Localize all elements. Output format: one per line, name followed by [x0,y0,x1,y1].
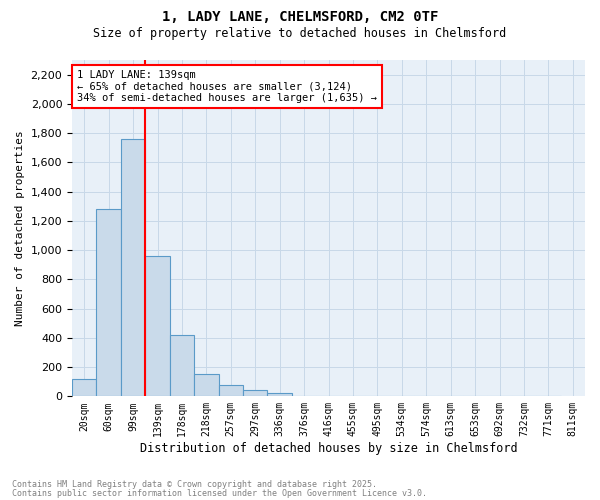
Text: Contains HM Land Registry data © Crown copyright and database right 2025.: Contains HM Land Registry data © Crown c… [12,480,377,489]
Bar [218,384,243,396]
Y-axis label: Number of detached properties: Number of detached properties [15,130,25,326]
Text: 1, LADY LANE, CHELMSFORD, CM2 0TF: 1, LADY LANE, CHELMSFORD, CM2 0TF [162,10,438,24]
Bar [145,256,170,396]
Text: 1 LADY LANE: 139sqm
← 65% of detached houses are smaller (3,124)
34% of semi-det: 1 LADY LANE: 139sqm ← 65% of detached ho… [77,70,377,103]
Bar [72,379,97,396]
Bar [97,209,121,396]
Bar [243,390,268,396]
X-axis label: Distribution of detached houses by size in Chelmsford: Distribution of detached houses by size … [140,442,517,455]
Bar [121,139,145,396]
Text: Contains public sector information licensed under the Open Government Licence v3: Contains public sector information licen… [12,488,427,498]
Bar [268,392,292,396]
Bar [194,374,218,396]
Bar [170,335,194,396]
Text: Size of property relative to detached houses in Chelmsford: Size of property relative to detached ho… [94,28,506,40]
